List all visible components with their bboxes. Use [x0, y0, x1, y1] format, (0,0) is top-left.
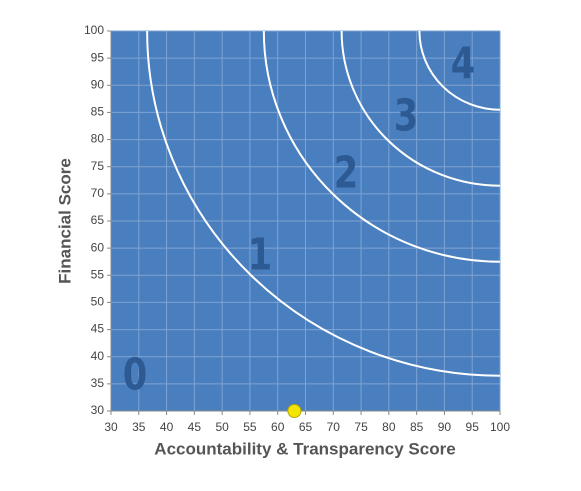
y-tick-label: 35 — [91, 376, 105, 390]
y-tick-label: 50 — [91, 295, 105, 309]
zone-label: 0 — [123, 350, 147, 401]
zone-arc — [418, 31, 500, 111]
x-tick-label: 60 — [271, 420, 285, 434]
zone-arc — [146, 31, 500, 377]
y-tick-label: 45 — [91, 322, 105, 336]
zone-arc — [340, 31, 500, 187]
x-tick-label: 35 — [132, 420, 146, 434]
y-tick-label: 65 — [91, 213, 105, 227]
x-tick-label: 75 — [354, 420, 368, 434]
x-tick-label: 50 — [215, 420, 229, 434]
x-tick-label: 55 — [243, 420, 257, 434]
x-tick-label: 85 — [410, 420, 424, 434]
zone-arc — [262, 31, 500, 263]
y-axis-title: Financial Score — [55, 158, 74, 284]
x-tick-label: 70 — [327, 420, 341, 434]
x-tick-label: 45 — [188, 420, 202, 434]
x-tick-label: 40 — [160, 420, 174, 434]
y-tick-label: 90 — [91, 77, 105, 91]
zone-label: 1 — [248, 230, 272, 281]
y-tick-label: 100 — [84, 23, 104, 37]
y-tick-label: 70 — [91, 186, 105, 200]
y-tick-label: 80 — [91, 132, 105, 146]
x-tick-label: 80 — [382, 420, 396, 434]
zones — [146, 31, 500, 377]
y-tick-label: 75 — [91, 159, 105, 173]
zone-label: 3 — [394, 91, 418, 142]
y-tick-label: 60 — [91, 240, 105, 254]
zone-label: 2 — [334, 148, 358, 199]
x-tick-label: 65 — [299, 420, 313, 434]
x-tick-label: 95 — [466, 420, 480, 434]
x-tick-label: 90 — [438, 420, 452, 434]
y-tick-label: 40 — [91, 349, 105, 363]
y-tick-label: 55 — [91, 267, 105, 281]
x-tick-label: 100 — [490, 420, 510, 434]
x-axis-title: Accountability & Transparency Score — [154, 439, 455, 458]
y-tick-label: 85 — [91, 105, 105, 119]
y-tick-label: 30 — [91, 403, 105, 417]
y-tick-label: 95 — [91, 50, 105, 64]
x-tick-label: 30 — [104, 420, 118, 434]
point — [287, 404, 302, 418]
zone-label: 4 — [451, 39, 475, 90]
